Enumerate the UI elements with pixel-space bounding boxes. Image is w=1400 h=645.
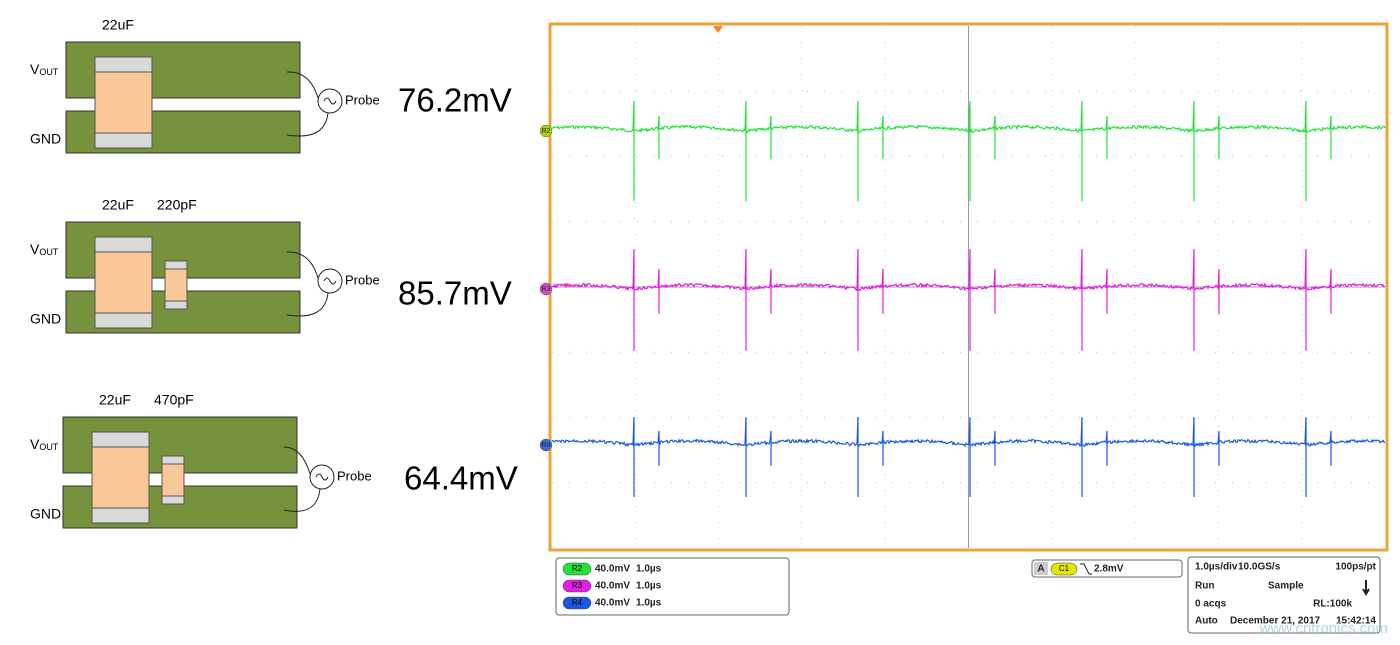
capacitor-end <box>164 300 188 310</box>
probe-wire <box>286 251 319 279</box>
probe-wire <box>286 71 319 99</box>
capacitor-label: 470pF <box>154 392 194 408</box>
acquisition-state: Run <box>1195 581 1214 592</box>
acquisition-sample-rate: 10.0GS/s <box>1238 562 1281 573</box>
capacitor-end <box>91 507 150 524</box>
watermark: www.cntronics.com <box>1259 620 1388 637</box>
capacitor-label: 22uF <box>102 197 134 213</box>
capacitor-label: 220pF <box>157 197 197 213</box>
capacitor-end <box>161 495 185 505</box>
channel-marker <box>539 124 553 138</box>
channel-badge-label: R3 <box>572 581 583 590</box>
probe-wave <box>323 97 337 105</box>
capacitor-end <box>164 260 188 270</box>
channel-marker-label: R3 <box>542 286 551 293</box>
vout-label: VOUT <box>30 241 59 258</box>
acquisition-box <box>1187 556 1381 634</box>
channel-marker <box>539 282 553 296</box>
probe-wire <box>283 446 311 475</box>
ripple-value: 85.7mV <box>398 275 512 312</box>
vout-letter: V <box>30 61 40 77</box>
probe-wave <box>323 277 337 285</box>
channel-badge <box>562 596 592 610</box>
channel-marker-label: R2 <box>542 128 551 135</box>
waveform <box>551 416 1386 497</box>
vout-letter: V <box>30 241 40 257</box>
channel-badge-label: R2 <box>572 564 583 573</box>
time-scale: 1.0µs <box>636 564 662 575</box>
probe-wave <box>315 473 329 481</box>
trigger-arrow <box>1362 580 1370 596</box>
acquisition-date: December 21, 2017 <box>1230 616 1321 627</box>
channel-badge-label: R4 <box>572 598 583 607</box>
gnd-label: GND <box>30 131 61 147</box>
time-scale: 1.0µs <box>636 581 662 592</box>
trigger-mode-bg <box>1034 562 1048 575</box>
trigger-channel: C1 <box>1059 564 1070 573</box>
vout-label: VOUT <box>30 436 59 453</box>
vertical-scale: 40.0mV <box>595 581 630 592</box>
vertical-scale: 40.0mV <box>595 564 630 575</box>
capacitor-end <box>94 236 153 253</box>
channel-badge <box>562 562 592 576</box>
legend-box <box>555 557 790 616</box>
probe-label: Probe <box>345 272 380 287</box>
vout-subscript: OUT <box>39 247 59 257</box>
waveform <box>551 248 1386 351</box>
trigger-channel-badge <box>1050 562 1078 576</box>
time-scale: 1.0µs <box>636 598 662 609</box>
capacitor-label: 22uF <box>99 392 131 408</box>
vout-subscript: OUT <box>39 67 59 77</box>
capacitor-end <box>91 431 150 448</box>
capacitor-end <box>94 56 153 73</box>
trigger-position <box>713 26 723 33</box>
vout-letter: V <box>30 436 40 452</box>
probe-label: Probe <box>345 92 380 107</box>
trigger-level: 2.8mV <box>1094 564 1124 575</box>
vout-subscript: OUT <box>39 442 59 452</box>
channel-marker-label: R4 <box>542 442 551 449</box>
acquisition-time: 15:42:14 <box>1336 616 1376 627</box>
trigger-slope <box>1080 563 1092 575</box>
probe-label: Probe <box>337 468 372 483</box>
trigger-mode: A <box>1037 564 1044 575</box>
gnd-label: GND <box>30 311 61 327</box>
gnd-label: GND <box>30 506 61 522</box>
probe-wire <box>283 488 321 512</box>
acquisition-record-length: RL:100k <box>1313 599 1352 610</box>
vertical-scale: 40.0mV <box>595 598 630 609</box>
acquisition-trigger-mode: Auto <box>1195 616 1218 627</box>
waveform <box>551 100 1386 201</box>
probe-wire <box>286 292 329 317</box>
ripple-value: 76.2mV <box>398 82 512 119</box>
acquisition-acqs: 0 acqs <box>1195 599 1227 610</box>
capacitor-end <box>94 312 153 329</box>
ripple-value: 64.4mV <box>404 460 518 497</box>
probe-wire <box>286 112 329 137</box>
acquisition-resolution: 100ps/pt <box>1335 562 1376 573</box>
acquisition-timebase: 1.0µs/div <box>1195 562 1238 573</box>
vout-label: VOUT <box>30 61 59 78</box>
capacitor-end <box>94 132 153 149</box>
channel-marker <box>539 438 553 452</box>
channel-badge <box>562 579 592 593</box>
capacitor-label: 22uF <box>102 17 134 33</box>
capacitor-end <box>161 455 185 465</box>
acquisition-sampling: Sample <box>1268 581 1304 592</box>
